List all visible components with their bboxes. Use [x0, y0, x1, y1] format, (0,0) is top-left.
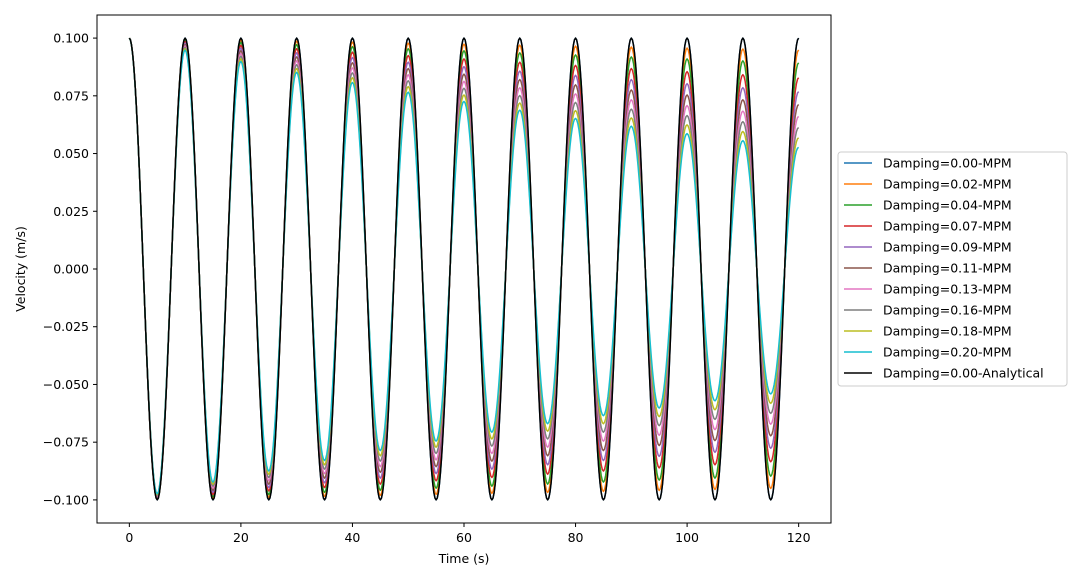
y-tick-label: 0.000 [53, 262, 89, 277]
x-axis: 0 20 40 60 80 100 120 [125, 523, 811, 545]
legend-label: Damping=0.11-MPM [883, 261, 1012, 276]
y-tick-label: 0.075 [53, 88, 89, 103]
y-axis-title: Velocity (m/s) [13, 226, 28, 312]
x-tick-label: 0 [125, 530, 133, 545]
y-axis: −0.100 −0.075 −0.050 −0.025 0.000 0.025 0.050 0… [43, 31, 97, 507]
legend-label: Damping=0.09-MPM [883, 240, 1012, 255]
legend-label: Damping=0.00-MPM [883, 156, 1012, 171]
plot-lines [128, 37, 800, 501]
series-line-8 [128, 37, 800, 496]
y-tick-label: −0.075 [43, 435, 89, 450]
series-line-1 [128, 37, 800, 501]
y-tick-label: −0.100 [43, 492, 89, 507]
series-line-4 [128, 37, 800, 499]
x-tick-label: 40 [344, 530, 360, 545]
legend-label: Damping=0.13-MPM [883, 282, 1012, 297]
series-line-10 [128, 37, 800, 501]
y-tick-label: 0.025 [53, 204, 89, 219]
legend-label: Damping=0.04-MPM [883, 198, 1012, 213]
legend-box [837, 151, 1068, 387]
legend-label: Damping=0.20-MPM [883, 345, 1012, 360]
legend-label: Damping=0.02-MPM [883, 177, 1012, 192]
x-tick-label: 20 [233, 530, 249, 545]
legend-label: Damping=0.07-MPM [883, 219, 1012, 234]
x-tick-label: 80 [568, 530, 584, 545]
series-line-5 [128, 37, 800, 498]
x-tick-label: 60 [456, 530, 472, 545]
y-tick-label: 0.050 [53, 146, 89, 161]
legend-label: Damping=0.00-Analytical [883, 366, 1044, 381]
series-line-7 [128, 37, 800, 496]
x-tick-label: 120 [787, 530, 811, 545]
y-tick-label: −0.050 [43, 377, 89, 392]
x-tick-label: 100 [675, 530, 699, 545]
series-line-3 [128, 37, 800, 499]
legend: Damping=0.00-MPM Damping=0.02-MPM Damping=… [837, 151, 1068, 387]
y-tick-label: −0.025 [43, 319, 89, 334]
y-tick-label: 0.100 [53, 31, 89, 46]
series-line-9 [128, 37, 800, 495]
legend-label: Damping=0.18-MPM [883, 324, 1012, 339]
series-line-6 [128, 37, 800, 497]
legend-label: Damping=0.16-MPM [883, 303, 1012, 318]
x-axis-title: Time (s) [438, 551, 490, 566]
series-line-2 [128, 37, 800, 500]
